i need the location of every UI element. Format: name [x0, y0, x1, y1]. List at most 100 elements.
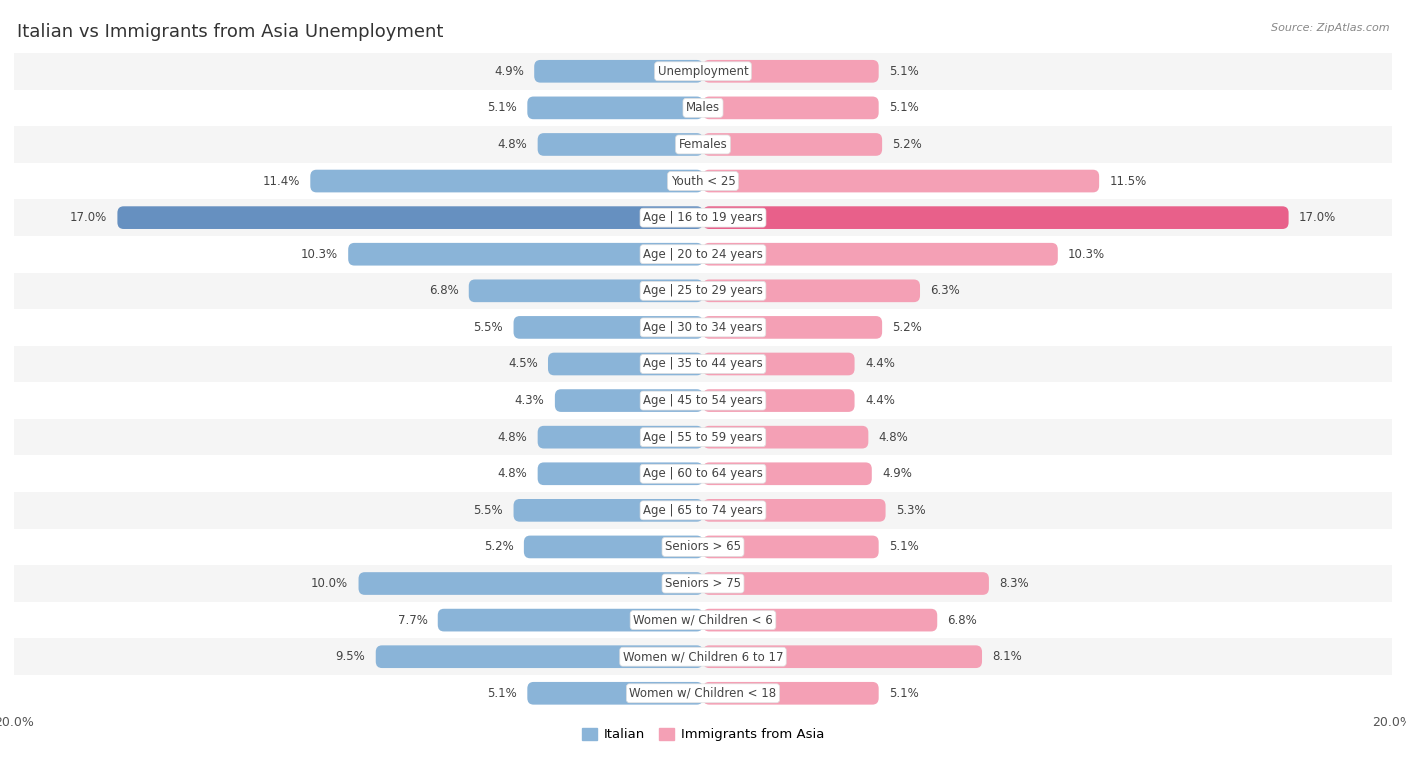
Text: 17.0%: 17.0% [1299, 211, 1336, 224]
FancyBboxPatch shape [703, 682, 879, 705]
Text: 4.4%: 4.4% [865, 394, 894, 407]
Bar [14, 53, 1392, 89]
Text: 7.7%: 7.7% [398, 614, 427, 627]
Bar [14, 528, 1392, 565]
FancyBboxPatch shape [703, 499, 886, 522]
FancyBboxPatch shape [117, 207, 703, 229]
FancyBboxPatch shape [703, 97, 879, 119]
Bar [14, 638, 1392, 675]
Bar [14, 89, 1392, 126]
Text: 4.4%: 4.4% [865, 357, 894, 370]
Text: 11.4%: 11.4% [263, 175, 299, 188]
Text: 10.3%: 10.3% [301, 248, 337, 260]
FancyBboxPatch shape [555, 389, 703, 412]
Text: Age | 25 to 29 years: Age | 25 to 29 years [643, 285, 763, 298]
FancyBboxPatch shape [524, 536, 703, 558]
Text: Age | 45 to 54 years: Age | 45 to 54 years [643, 394, 763, 407]
Text: 5.1%: 5.1% [488, 101, 517, 114]
Text: 5.2%: 5.2% [893, 321, 922, 334]
Text: 9.5%: 9.5% [336, 650, 366, 663]
FancyBboxPatch shape [375, 646, 703, 668]
Text: Women w/ Children < 18: Women w/ Children < 18 [630, 687, 776, 699]
Text: 17.0%: 17.0% [70, 211, 107, 224]
FancyBboxPatch shape [703, 170, 1099, 192]
FancyBboxPatch shape [703, 353, 855, 375]
Bar [14, 273, 1392, 309]
Text: 10.3%: 10.3% [1069, 248, 1105, 260]
FancyBboxPatch shape [513, 499, 703, 522]
Text: 5.1%: 5.1% [889, 687, 918, 699]
Text: 4.8%: 4.8% [879, 431, 908, 444]
FancyBboxPatch shape [703, 207, 1289, 229]
FancyBboxPatch shape [537, 426, 703, 448]
FancyBboxPatch shape [703, 426, 869, 448]
Text: 4.9%: 4.9% [882, 467, 912, 480]
Text: Italian vs Immigrants from Asia Unemployment: Italian vs Immigrants from Asia Unemploy… [17, 23, 443, 41]
Text: Age | 20 to 24 years: Age | 20 to 24 years [643, 248, 763, 260]
Text: 6.3%: 6.3% [931, 285, 960, 298]
Text: 6.8%: 6.8% [948, 614, 977, 627]
Text: Age | 65 to 74 years: Age | 65 to 74 years [643, 504, 763, 517]
FancyBboxPatch shape [534, 60, 703, 83]
FancyBboxPatch shape [513, 316, 703, 338]
FancyBboxPatch shape [703, 389, 855, 412]
Text: Seniors > 65: Seniors > 65 [665, 540, 741, 553]
Bar [14, 163, 1392, 199]
FancyBboxPatch shape [703, 463, 872, 485]
Text: 8.3%: 8.3% [1000, 577, 1029, 590]
FancyBboxPatch shape [359, 572, 703, 595]
Text: 6.8%: 6.8% [429, 285, 458, 298]
Text: Unemployment: Unemployment [658, 65, 748, 78]
Text: Females: Females [679, 138, 727, 151]
Text: 5.1%: 5.1% [889, 101, 918, 114]
Bar [14, 456, 1392, 492]
Text: 4.8%: 4.8% [498, 138, 527, 151]
Bar [14, 602, 1392, 638]
FancyBboxPatch shape [537, 463, 703, 485]
Text: 5.1%: 5.1% [889, 540, 918, 553]
FancyBboxPatch shape [703, 316, 882, 338]
FancyBboxPatch shape [703, 60, 879, 83]
FancyBboxPatch shape [703, 646, 981, 668]
Text: Males: Males [686, 101, 720, 114]
Bar [14, 199, 1392, 236]
Text: 5.2%: 5.2% [484, 540, 513, 553]
FancyBboxPatch shape [703, 243, 1057, 266]
FancyBboxPatch shape [468, 279, 703, 302]
Text: 5.3%: 5.3% [896, 504, 925, 517]
FancyBboxPatch shape [537, 133, 703, 156]
Text: Source: ZipAtlas.com: Source: ZipAtlas.com [1271, 23, 1389, 33]
Text: 5.5%: 5.5% [474, 321, 503, 334]
Bar [14, 565, 1392, 602]
Text: 8.1%: 8.1% [993, 650, 1022, 663]
FancyBboxPatch shape [311, 170, 703, 192]
Text: Age | 60 to 64 years: Age | 60 to 64 years [643, 467, 763, 480]
Text: 4.8%: 4.8% [498, 467, 527, 480]
Bar [14, 492, 1392, 528]
Text: Women w/ Children < 6: Women w/ Children < 6 [633, 614, 773, 627]
FancyBboxPatch shape [349, 243, 703, 266]
Text: 10.0%: 10.0% [311, 577, 349, 590]
FancyBboxPatch shape [527, 97, 703, 119]
Bar [14, 675, 1392, 712]
Text: 5.1%: 5.1% [488, 687, 517, 699]
Bar [14, 382, 1392, 419]
Legend: Italian, Immigrants from Asia: Italian, Immigrants from Asia [582, 727, 824, 741]
Text: 5.5%: 5.5% [474, 504, 503, 517]
Bar [14, 126, 1392, 163]
Text: Age | 55 to 59 years: Age | 55 to 59 years [643, 431, 763, 444]
Bar [14, 236, 1392, 273]
Text: 5.1%: 5.1% [889, 65, 918, 78]
Bar [14, 419, 1392, 456]
Text: 11.5%: 11.5% [1109, 175, 1147, 188]
Text: Seniors > 75: Seniors > 75 [665, 577, 741, 590]
FancyBboxPatch shape [703, 279, 920, 302]
Text: 4.8%: 4.8% [498, 431, 527, 444]
Text: 4.5%: 4.5% [508, 357, 537, 370]
FancyBboxPatch shape [703, 536, 879, 558]
Text: Age | 16 to 19 years: Age | 16 to 19 years [643, 211, 763, 224]
FancyBboxPatch shape [527, 682, 703, 705]
FancyBboxPatch shape [437, 609, 703, 631]
Bar [14, 346, 1392, 382]
Text: Age | 35 to 44 years: Age | 35 to 44 years [643, 357, 763, 370]
